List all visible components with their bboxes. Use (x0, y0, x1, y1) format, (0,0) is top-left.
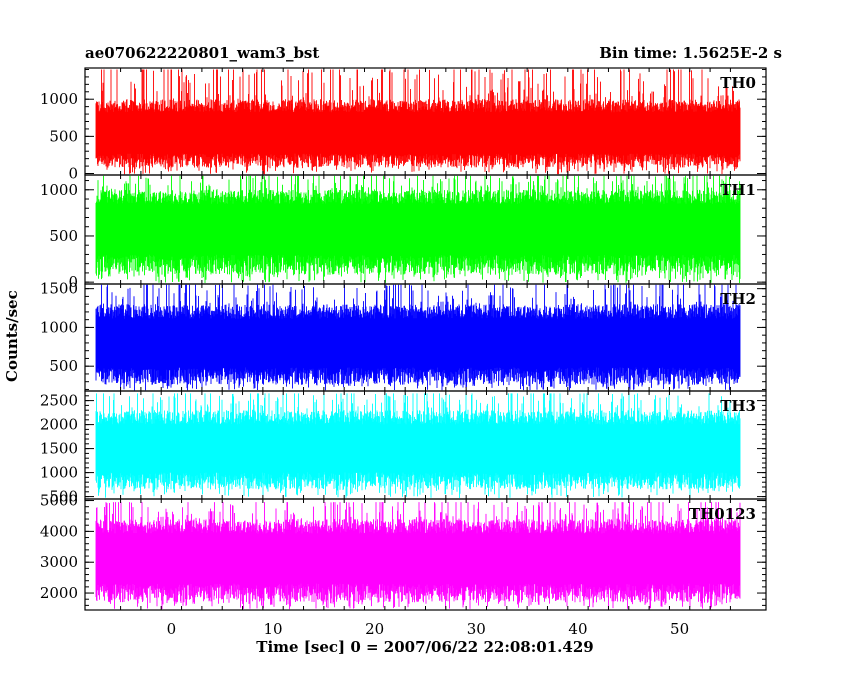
panel-label: TH2 (720, 290, 756, 308)
x-tick-label: 50 (670, 620, 689, 638)
series-th2-trace (95, 284, 741, 391)
y-tick-label: 1500 (40, 280, 78, 298)
y-tick-label: 0 (68, 273, 78, 291)
y-tick-label: 500 (49, 488, 78, 506)
panel-label: TH3 (720, 397, 756, 415)
y-tick-label: 500 (49, 227, 78, 245)
series-th0-trace (95, 69, 741, 175)
y-axis-label: Counts/sec (3, 290, 21, 382)
y-tick-label: 1000 (40, 181, 78, 199)
panel-th0123: 2000 3000 4000 5000 TH0123 (40, 492, 767, 611)
y-tick-label: 1000 (40, 90, 78, 108)
y-tick-label: 1000 (40, 464, 78, 482)
series-th3-trace (95, 393, 741, 498)
panel-label: TH0123 (689, 505, 756, 523)
y-tick-label: 4000 (40, 522, 78, 540)
x-tick-label: 40 (568, 620, 587, 638)
y-tick-label: 3000 (40, 553, 78, 571)
y-tick-label: 2000 (40, 584, 78, 602)
y-tick-label: 5000 (40, 492, 78, 510)
panel-th0: 0 500 1000 TH0 (40, 67, 767, 183)
panel-label: TH1 (720, 181, 756, 199)
y-tick-label: 1500 (40, 440, 78, 458)
panel-frame (84, 498, 767, 611)
bin-time-label: Bin time: 1.5625E-2 s (599, 44, 782, 62)
panel-th1: 0 500 1000 TH1 (40, 174, 767, 291)
x-tick-label: 20 (365, 620, 384, 638)
series-th1-trace (95, 175, 741, 283)
x-tick-label: 0 (167, 620, 177, 638)
x-tick-label: 30 (467, 620, 486, 638)
y-tick-label: 500 (49, 357, 78, 375)
panel-th2: 500 1000 1500 TH2 (40, 280, 767, 392)
series-th0123-trace (95, 502, 741, 610)
x-axis-label: Time [sec] 0 = 2007/06/22 22:08:01.429 (256, 638, 594, 656)
chart-title: ae070622220801_wam3_bst (85, 44, 320, 62)
y-tick-label: 1000 (40, 318, 78, 336)
y-tick-label: 500 (49, 127, 78, 145)
x-tick-label: 10 (263, 620, 282, 638)
y-tick-label: 2500 (40, 392, 78, 410)
panel-th3: 500 1000 1500 2000 2500 TH3 (40, 390, 767, 506)
y-tick-label: 0 (68, 165, 78, 183)
panel-label: TH0 (720, 74, 756, 92)
y-tick-label: 2000 (40, 416, 78, 434)
